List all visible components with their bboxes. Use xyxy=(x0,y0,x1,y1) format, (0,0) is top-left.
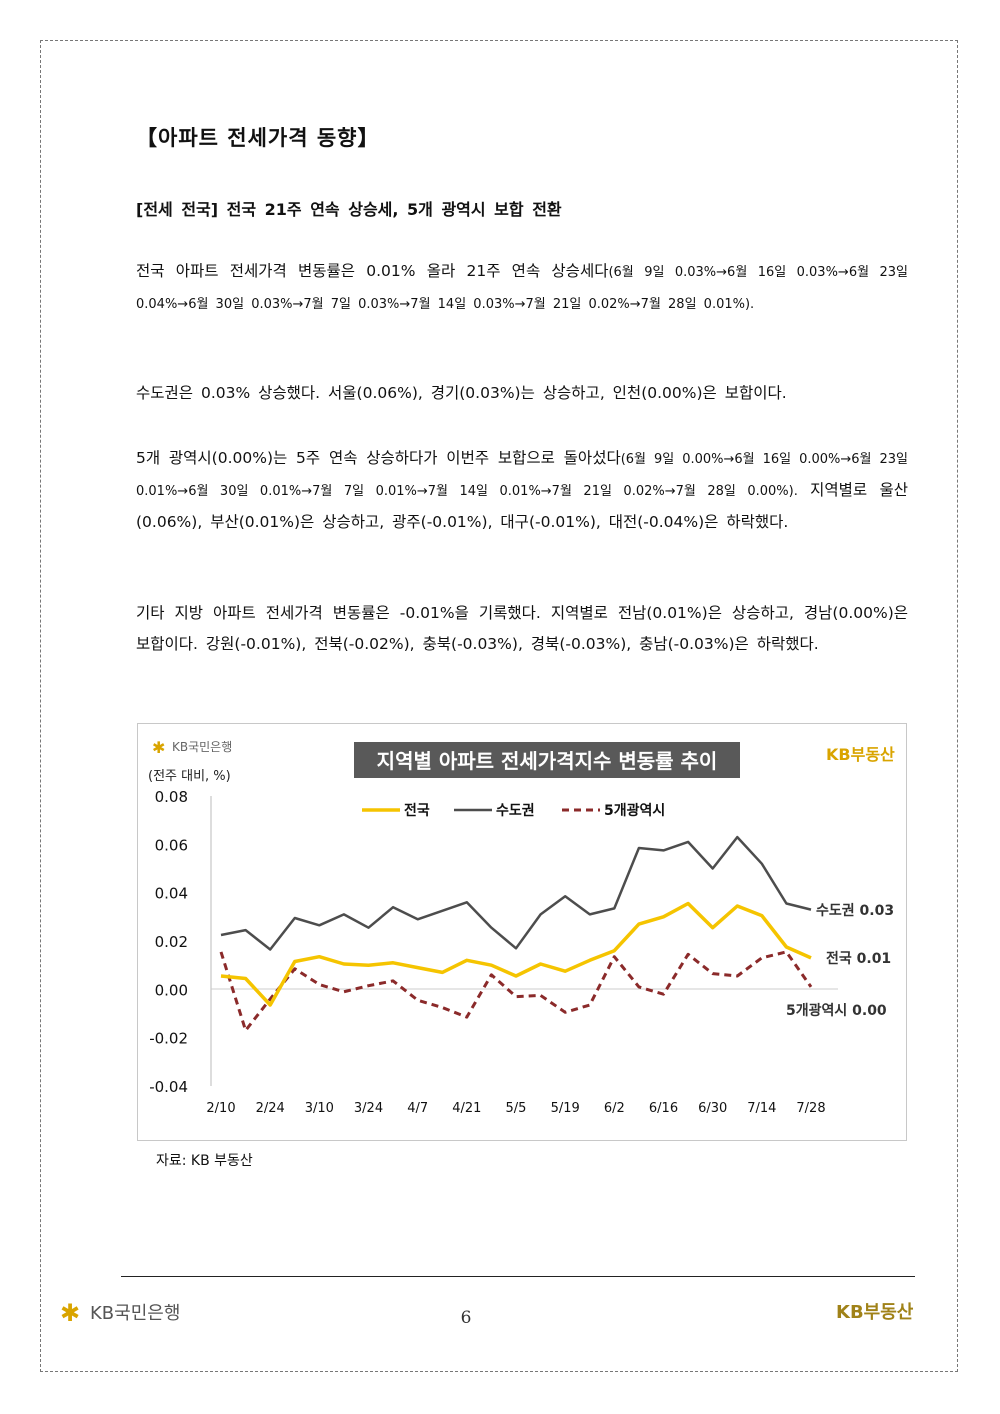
x-tick-label: 7/14 xyxy=(747,1101,776,1116)
footer-logo-kb-bank: ✱ KB국민은행 xyxy=(60,1298,240,1332)
paragraph-capital: 수도권은 0.03% 상승했다. 서울(0.06%), 경기(0.03%)는 상… xyxy=(136,384,787,402)
chart-title-bg xyxy=(354,742,740,778)
paragraph-metro-tail: 지역별로 울산(0.06%), 부산(0.01%)은 상승하고, 광주(-0.0… xyxy=(136,481,908,531)
x-tick-label: 4/21 xyxy=(452,1101,481,1116)
x-tick-label: 5/5 xyxy=(506,1101,527,1116)
paragraph-nationwide: 전국 아파트 전세가격 변동률은 0.01% 올라 21주 연속 상승세다(6월… xyxy=(136,256,908,320)
x-tick-label: 3/10 xyxy=(305,1101,334,1116)
legend-label: 수도권 xyxy=(496,803,535,819)
paragraph-nationwide-detail: (6월 9일 0.03%→6월 16일 0.03%→6월 23일 0.04%→6… xyxy=(136,265,908,312)
svg-text:✱: ✱ xyxy=(60,1299,80,1327)
y-tick-label: 0.08 xyxy=(155,788,188,806)
series-line-metro xyxy=(219,950,813,1032)
x-tick-label: 2/10 xyxy=(206,1101,235,1116)
series-end-label: 전국 0.01 xyxy=(826,950,891,967)
paragraph-metro-detail: (6월 9일 0.00%→6월 16일 0.00%→6월 23일 0.01%→6… xyxy=(136,452,908,499)
chart-brand-left: KB국민은행 xyxy=(172,739,232,754)
x-tick-label: 5/19 xyxy=(551,1101,580,1116)
paragraph-other-regions: 기타 지방 아파트 전세가격 변동률은 -0.01%을 기록했다. 지역별로 전… xyxy=(136,604,908,653)
kb-star-icon: ✱ xyxy=(152,738,165,757)
series-line-capital xyxy=(220,835,812,951)
footer-rule xyxy=(121,1276,915,1277)
page-border xyxy=(40,40,958,1372)
paragraph-metro: 5개 광역시(0.00%)는 5주 연속 상승하다가 이번주 보합으로 돌아섰다… xyxy=(136,443,908,538)
x-tick-label: 4/7 xyxy=(407,1101,428,1116)
source-note: 자료: KB 부동산 xyxy=(156,1153,253,1169)
x-tick-label: 3/24 xyxy=(354,1101,383,1116)
paragraph-metro-main: 5개 광역시(0.00%)는 5주 연속 상승하다가 이번주 보합으로 돌아섰다 xyxy=(136,449,621,467)
unit-label: (전주 대비, %) xyxy=(148,769,231,784)
series-end-label: 5개광역시 0.00 xyxy=(786,1002,887,1019)
y-tick-label: 0.04 xyxy=(155,885,188,903)
series-end-label: 수도권 0.03 xyxy=(816,903,894,919)
kb-star-icon: ✱ xyxy=(60,1299,80,1327)
y-tick-label: 0.00 xyxy=(155,981,188,999)
legend-label: 5개광역시 xyxy=(604,802,665,819)
x-tick-label: 2/24 xyxy=(256,1101,285,1116)
legend-label: 전국 xyxy=(404,802,430,819)
x-tick-label: 6/16 xyxy=(649,1101,678,1116)
y-tick-label: -0.02 xyxy=(149,1030,188,1048)
chart-title: 지역별 아파트 전세가격지수 변동률 추이 xyxy=(377,749,718,773)
chart-box: ✱ KB국민은행 (전주 대비, %) 지역별 아파트 전세가격지수 변동률 추… xyxy=(137,723,907,1141)
footer-logo-kb-land: KB부동산 xyxy=(836,1302,914,1323)
y-tick-label: 0.02 xyxy=(155,933,188,951)
series-line-nationwide xyxy=(220,901,812,1007)
footer-left-text: KB국민은행 xyxy=(90,1303,180,1324)
x-tick-label: 7/28 xyxy=(796,1101,825,1116)
x-tick-label: 6/2 xyxy=(604,1101,625,1116)
y-tick-label: 0.06 xyxy=(155,836,188,854)
section-title: 【아파트 전세가격 동향】 xyxy=(136,126,380,150)
y-tick-label: -0.04 xyxy=(149,1078,188,1096)
headline: [전세 전국] 전국 21주 연속 상승세, 5개 광역시 보합 전환 xyxy=(136,200,562,219)
x-tick-label: 6/30 xyxy=(698,1101,727,1116)
line-chart: ✱ KB국민은행 (전주 대비, %) 지역별 아파트 전세가격지수 변동률 추… xyxy=(148,738,895,1116)
page-number: 6 xyxy=(460,1308,472,1328)
chart-brand-right: KB부동산 xyxy=(826,745,895,764)
paragraph-nationwide-main: 전국 아파트 전세가격 변동률은 0.01% 올라 21주 연속 상승세다 xyxy=(136,262,609,280)
svg-text:✱: ✱ xyxy=(152,738,165,757)
